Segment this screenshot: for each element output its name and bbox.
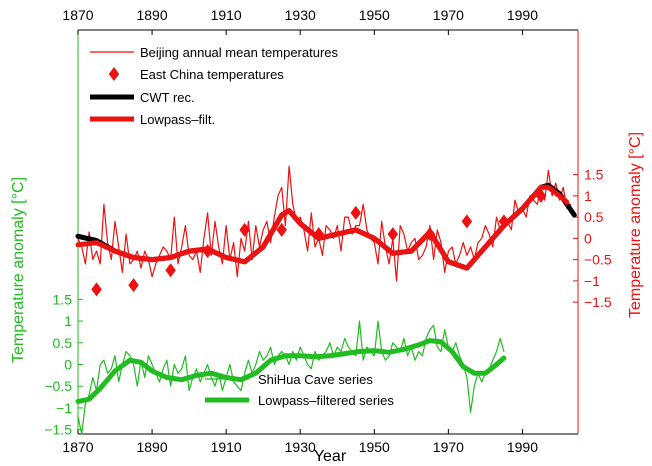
right-y-tick-label: 1.5 (584, 167, 604, 183)
left-y-tick-label: −0.5 (44, 378, 72, 394)
series-layer (75, 165, 577, 435)
left-y-tick-label: −1 (56, 400, 72, 416)
lowpass-filtered-series-line (75, 338, 507, 404)
left-y-tick-label: 1.5 (53, 291, 73, 307)
right-y-tick-label: −1.5 (584, 294, 612, 310)
x-tick-label: 1870 (62, 439, 93, 455)
x-tick-label-top: 1910 (211, 7, 242, 23)
x-axis-label: Year (314, 448, 347, 465)
left-y-tick-label: −1.5 (44, 422, 72, 438)
east-china-temperatures-point (350, 205, 362, 220)
right-y-tick-label: −0.5 (584, 252, 612, 268)
x-tick-label: 1990 (507, 439, 538, 455)
left-y-axis-label: Temperature anomaly [°C] (10, 177, 27, 363)
legend-lowpass-filt-label: Lowpass–filt. (140, 112, 215, 127)
x-tick-label: 1890 (136, 439, 167, 455)
legend-beijing-annual-mean-temperatures-label: Beijing annual mean temperatures (140, 45, 339, 60)
right-y-tick-label: −1 (584, 273, 600, 289)
right-y-tick-label: 1 (584, 188, 592, 204)
east-china-temperatures-point (239, 222, 250, 237)
x-tick-label-top: 1870 (62, 7, 93, 23)
x-tick-label-top: 1990 (507, 7, 538, 23)
x-tick-label: 1910 (211, 439, 242, 455)
x-tick-label-top: 1890 (136, 7, 167, 23)
east-china-temperatures-point (387, 227, 399, 242)
x-tick-label-top: 1930 (285, 7, 316, 23)
legend-east-china-temperatures-label: East China temperatures (140, 67, 284, 82)
beijing-annual-mean-temperatures-line (77, 165, 572, 282)
left-y-tick-label: 0.5 (53, 335, 73, 351)
east-china-temperatures-point (424, 227, 436, 242)
east-china-temperatures-point (313, 227, 324, 242)
east-china-temperatures-point (165, 263, 176, 278)
legend: Beijing annual mean temperatures East Chi… (90, 45, 394, 408)
east-china-temperatures-point (202, 244, 213, 259)
x-tick-label-top: 1950 (359, 7, 390, 23)
east-china-temperatures-point (276, 222, 287, 237)
east-china-temperatures-point (91, 282, 102, 297)
legend-shihua-cave-series-label: ShiHua Cave series (258, 372, 373, 387)
legend-lowpass-filtered-series-label: Lowpass–filtered series (258, 393, 394, 408)
legend-cwt-rec-label: CWT rec. (140, 90, 195, 105)
axis-ticks: 1870 1870 1890 1890 1910 1910 1930 1930 1950 1950… (44, 7, 611, 455)
east-china-temperatures-point (535, 188, 547, 203)
plot-frame (77, 29, 579, 435)
x-tick-label-top: 1970 (433, 7, 464, 23)
x-tick-label: 1930 (285, 439, 316, 455)
left-y-tick-label: 0 (64, 356, 72, 372)
right-y-axis-label: Temperature anomaly [°C] (627, 132, 644, 318)
right-y-tick-label: 0.5 (584, 209, 604, 225)
left-y-tick-label: 1 (64, 313, 72, 329)
x-tick-label: 1970 (433, 439, 464, 455)
x-tick-label: 1950 (359, 439, 390, 455)
east-china-temperatures-point (128, 278, 139, 293)
legend-east-china-temperatures-swatch (108, 67, 120, 81)
right-y-tick-label: 0 (584, 230, 592, 246)
east-china-temperatures-point (461, 214, 473, 229)
east-china-temperatures-point (498, 214, 510, 229)
